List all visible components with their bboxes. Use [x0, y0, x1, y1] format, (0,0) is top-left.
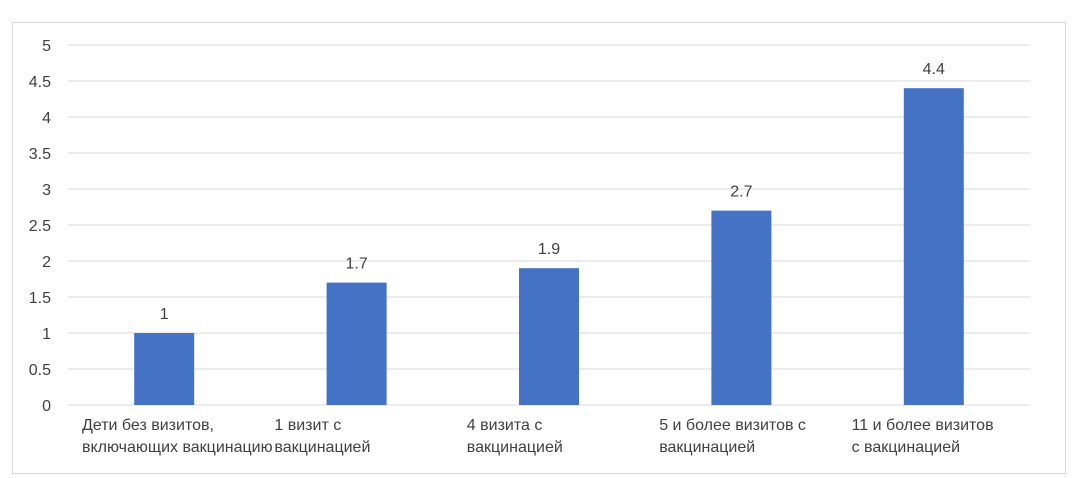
x-category-label-0: Дети без визитов, включающих вакцинацию: [82, 417, 273, 456]
data-label-3: 2.7: [730, 184, 752, 201]
y-tick-label: 2: [42, 254, 51, 271]
y-tick-label: 1.5: [29, 290, 51, 307]
y-tick-label: 0.5: [29, 362, 51, 379]
y-tick-label: 3: [42, 182, 51, 199]
y-tick-label: 5: [42, 38, 51, 55]
y-tick-label: 0: [42, 398, 51, 415]
data-label-2: 1.9: [538, 241, 560, 258]
data-label-0: 1: [160, 306, 169, 323]
y-tick-label: 4: [42, 110, 51, 127]
x-category-label-4: 11 и более визитов с вакцинацией: [852, 417, 994, 456]
y-tick-label: 2.5: [29, 218, 51, 235]
data-label-4: 4.4: [923, 61, 945, 78]
gridlines: [68, 44, 1030, 406]
x-category-label-1: 1 визит с вакцинацией: [274, 417, 370, 456]
x-category-label-3: 5 и более визитов с вакцинацией: [659, 417, 806, 456]
y-tick-label: 1: [42, 326, 51, 343]
data-labels: 1 1.7 1.9 2.7 4.4: [160, 61, 945, 323]
bar-0: [134, 333, 195, 405]
bar-1: [326, 282, 387, 405]
y-tick-label: 3.5: [29, 146, 51, 163]
data-label-1: 1.7: [345, 256, 367, 273]
x-axis-category-labels: Дети без визитов, включающих вакцинацию1 …: [82, 417, 994, 456]
x-category-label-2: 4 визита с вакцинацией: [467, 417, 563, 456]
bar-4: [903, 88, 964, 405]
y-axis-tick-labels: 0 0.5 1 1.5 2 2.5 3 3.5 4 4.5 5: [29, 38, 51, 415]
bar-3: [711, 210, 772, 405]
bar-2: [519, 268, 579, 405]
bars: [134, 88, 964, 405]
y-tick-label: 4.5: [29, 74, 51, 91]
